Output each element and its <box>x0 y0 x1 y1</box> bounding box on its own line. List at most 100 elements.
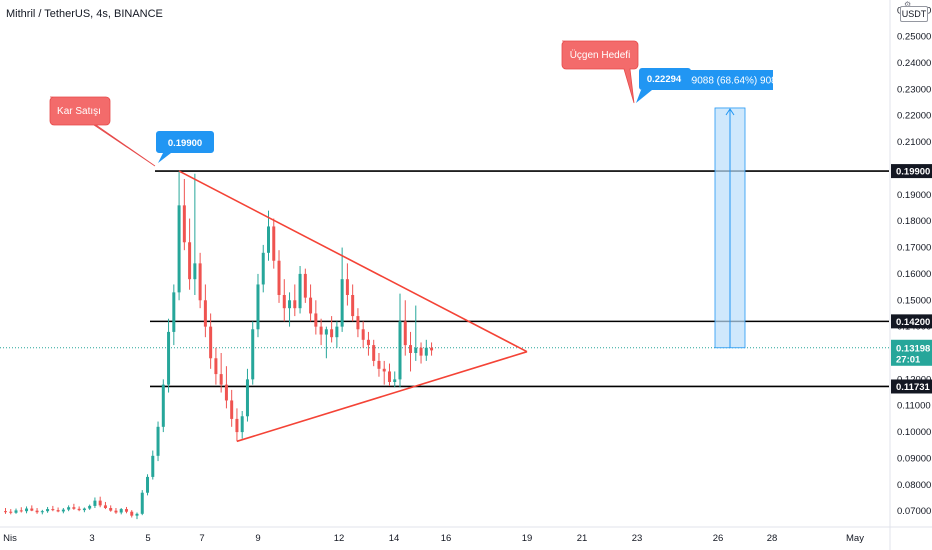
y-tick-label: 0.22000 <box>897 111 931 122</box>
candle-body <box>245 379 249 417</box>
candle-body <box>298 273 302 309</box>
candle-body <box>109 508 113 511</box>
candle-body <box>98 500 102 506</box>
candle-body <box>124 509 128 512</box>
x-tick-label: 3 <box>89 533 94 544</box>
x-tick-label: 28 <box>767 533 778 544</box>
candle-body <box>146 476 150 493</box>
candle-body <box>119 509 123 513</box>
level-price-tag <box>891 379 932 394</box>
candle-body <box>377 360 381 369</box>
candle-body <box>324 329 328 335</box>
target-price-note[interactable] <box>636 68 691 103</box>
level-price-label: 0.14200 <box>896 317 930 328</box>
candle-body <box>172 292 176 332</box>
candle-body <box>277 260 281 295</box>
candle-body <box>35 510 39 513</box>
candle-body <box>182 205 186 243</box>
measure-arrow-head-icon <box>725 108 735 116</box>
measure-label: 0.09088 (68.64%) 9088 <box>678 76 783 87</box>
candle-body <box>9 511 13 513</box>
x-tick-label: May <box>846 533 864 544</box>
candle-body <box>88 505 92 509</box>
candle-body <box>330 329 334 338</box>
level-price-tag <box>891 164 932 179</box>
candle-body <box>230 400 234 419</box>
candle-body <box>46 509 50 512</box>
x-tick-label: 7 <box>199 533 204 544</box>
peak-price-note-label: 0.19900 <box>168 138 202 149</box>
candle-body <box>67 507 71 510</box>
current-price-label: 0.13198 <box>896 343 930 354</box>
candle-body <box>356 316 360 330</box>
candle-body <box>361 329 365 340</box>
profit-taking-label: Kar Satışı <box>57 106 101 117</box>
candle-body <box>56 510 60 512</box>
candle-body <box>82 508 86 511</box>
candle-body <box>272 226 276 261</box>
candle-body <box>61 509 65 512</box>
candle-body <box>372 345 376 361</box>
candle-body <box>398 321 402 380</box>
candle-body <box>198 263 202 301</box>
peak-price-note[interactable] <box>156 131 214 163</box>
x-tick-label: 9 <box>255 533 260 544</box>
candle-body <box>203 300 207 327</box>
candle-body <box>93 500 97 506</box>
candle-body <box>135 513 139 516</box>
candle-body <box>219 374 223 385</box>
candle-body <box>161 384 165 427</box>
y-tick-label: 0.07000 <box>897 506 931 517</box>
triangle-lower-line[interactable] <box>236 350 528 443</box>
candle-body <box>103 505 107 509</box>
y-tick-label: 0.18000 <box>897 216 931 227</box>
candle-body <box>72 507 76 509</box>
x-tick-label: 23 <box>632 533 643 544</box>
candle-countdown-label: 27:01 <box>896 354 921 365</box>
settings-gear-icon[interactable]: ⚙ <box>904 0 912 9</box>
y-tick-label: 0.21000 <box>897 137 931 148</box>
candle-body <box>140 492 144 514</box>
candle-body <box>156 426 160 456</box>
measure-label-box <box>687 70 773 90</box>
triangle-upper-line[interactable] <box>178 170 528 353</box>
x-tick-label: Nis <box>3 533 17 544</box>
symbol-title: Mithril / TetherUS, 4s, BINANCE <box>6 8 163 20</box>
candle-body <box>351 295 355 317</box>
x-tick-label: 12 <box>334 533 345 544</box>
candle-body <box>240 416 244 433</box>
x-tick-label: 19 <box>522 533 533 544</box>
candle-body <box>167 331 171 385</box>
candle-body <box>267 226 270 253</box>
y-tick-label: 0.09000 <box>897 453 931 464</box>
candle-body <box>430 347 434 351</box>
y-tick-label: 0.08000 <box>897 480 931 491</box>
x-tick-label: 5 <box>145 533 150 544</box>
y-tick-label: 0.23000 <box>897 84 931 95</box>
level-price-label: 0.19900 <box>896 167 930 178</box>
candle-body <box>261 252 265 285</box>
y-tick-label: 0.10000 <box>897 427 931 438</box>
y-tick-label: 0.15000 <box>897 295 931 306</box>
y-tick-label: 0.25000 <box>897 32 931 43</box>
candle-body <box>282 295 286 309</box>
x-tick-label: 14 <box>389 533 400 544</box>
candle-body <box>335 326 339 338</box>
candle-body <box>414 347 418 353</box>
level-price-tag <box>891 314 932 329</box>
currency-badge[interactable]: USDT <box>900 6 928 22</box>
candle-body <box>19 510 23 512</box>
profit-taking-callout[interactable] <box>49 96 156 167</box>
level-price-label: 0.11731 <box>896 382 931 393</box>
y-tick-label: 0.17000 <box>897 243 931 254</box>
y-tick-label: 0.11000 <box>897 401 931 412</box>
candle-body <box>40 511 44 513</box>
candle-body <box>77 508 81 511</box>
candle-body <box>409 345 413 353</box>
candle-body <box>114 510 118 513</box>
candle-body <box>382 368 386 372</box>
triangle-target-callout[interactable] <box>561 40 639 104</box>
candle-body <box>256 284 260 330</box>
